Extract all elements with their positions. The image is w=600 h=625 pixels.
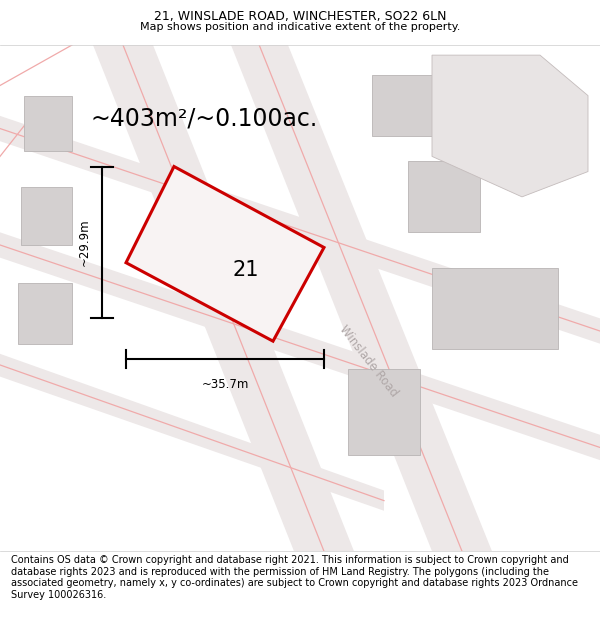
Polygon shape	[0, 354, 384, 511]
Polygon shape	[432, 55, 588, 197]
Polygon shape	[348, 369, 420, 455]
Polygon shape	[21, 187, 72, 245]
Text: Winslade Road: Winslade Road	[337, 323, 401, 399]
Text: ~35.7m: ~35.7m	[202, 378, 248, 391]
Polygon shape	[93, 45, 354, 551]
Polygon shape	[408, 161, 480, 232]
Polygon shape	[18, 283, 72, 344]
Polygon shape	[372, 76, 444, 136]
Text: Contains OS data © Crown copyright and database right 2021. This information is : Contains OS data © Crown copyright and d…	[11, 555, 578, 600]
Polygon shape	[231, 45, 492, 551]
Text: ~403m²/~0.100ac.: ~403m²/~0.100ac.	[91, 106, 317, 131]
Polygon shape	[0, 232, 600, 460]
Text: Map shows position and indicative extent of the property.: Map shows position and indicative extent…	[140, 22, 460, 32]
Text: 21: 21	[232, 259, 259, 279]
Text: 21, WINSLADE ROAD, WINCHESTER, SO22 6LN: 21, WINSLADE ROAD, WINCHESTER, SO22 6LN	[154, 10, 446, 23]
Text: ~29.9m: ~29.9m	[77, 219, 91, 266]
Polygon shape	[24, 96, 72, 151]
Polygon shape	[0, 116, 600, 344]
Polygon shape	[432, 268, 558, 349]
Polygon shape	[126, 166, 324, 341]
